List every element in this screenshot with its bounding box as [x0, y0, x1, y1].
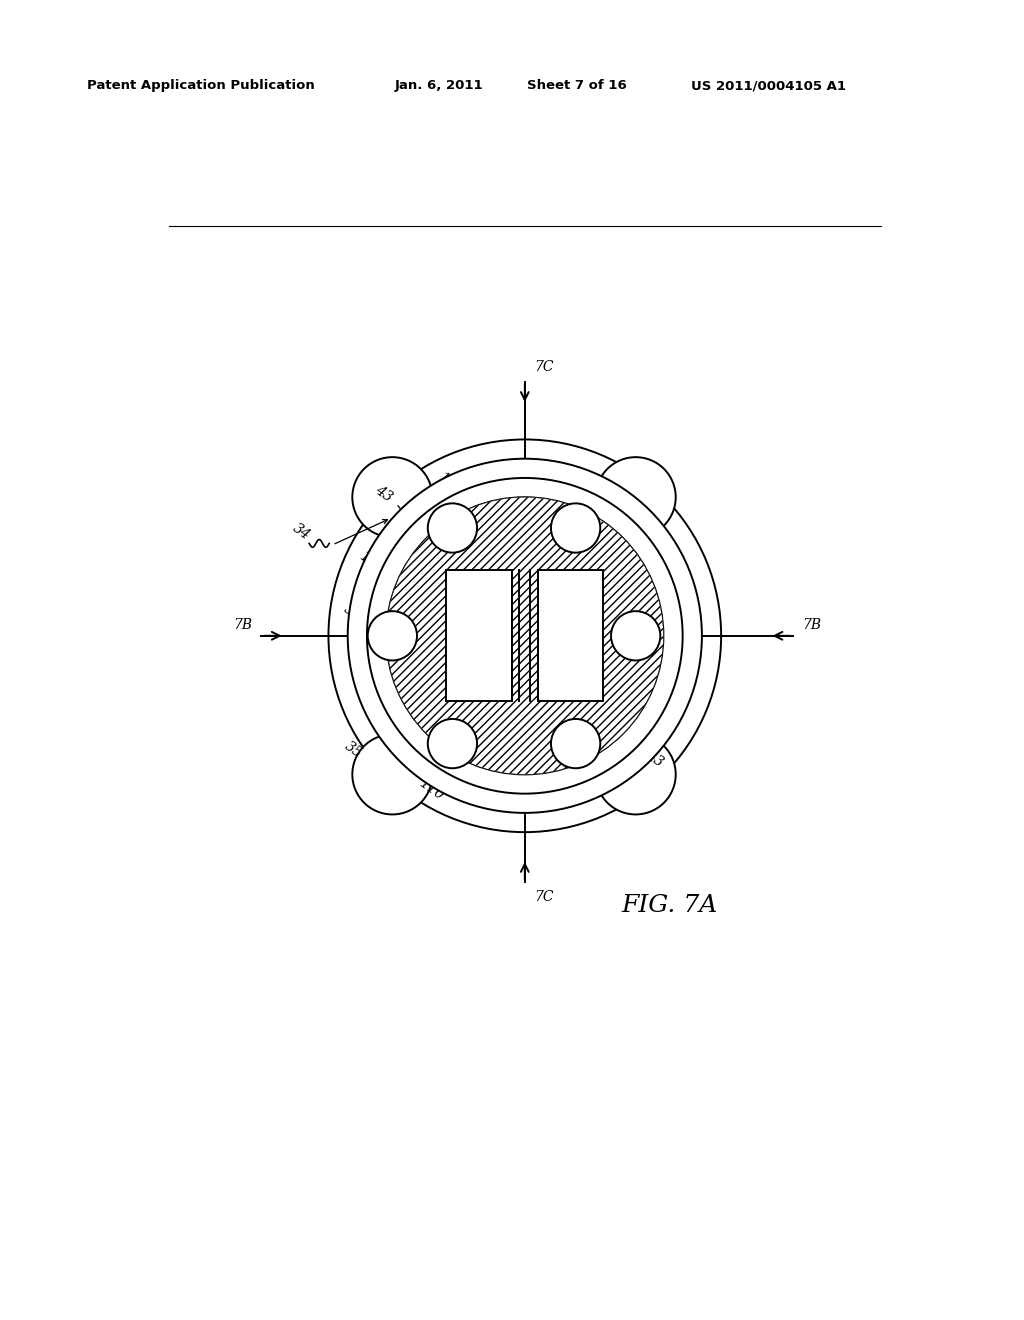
Text: Jan. 6, 2011: Jan. 6, 2011 — [394, 79, 483, 92]
Text: 110: 110 — [508, 777, 539, 805]
Circle shape — [596, 734, 676, 814]
Text: 7B: 7B — [233, 618, 252, 632]
Text: 7C: 7C — [535, 360, 554, 374]
Text: FIG. 7A: FIG. 7A — [622, 894, 718, 917]
Text: 110: 110 — [538, 469, 567, 495]
Text: 112: 112 — [639, 676, 669, 704]
Circle shape — [428, 503, 477, 553]
Text: 43: 43 — [643, 748, 666, 770]
Circle shape — [551, 503, 600, 553]
Text: 110: 110 — [435, 470, 465, 496]
Circle shape — [367, 478, 683, 793]
Text: 108: 108 — [468, 762, 498, 788]
Text: 35: 35 — [341, 602, 364, 623]
Text: 40: 40 — [396, 503, 419, 525]
Text: Sheet 7 of 16: Sheet 7 of 16 — [527, 79, 627, 92]
Text: 112: 112 — [356, 549, 386, 576]
Text: 7B: 7B — [802, 618, 821, 632]
Circle shape — [428, 719, 477, 768]
Text: 34: 34 — [290, 521, 312, 543]
Text: US 2011/0004105 A1: US 2011/0004105 A1 — [691, 79, 846, 92]
Text: 43: 43 — [372, 483, 394, 504]
Circle shape — [611, 611, 660, 660]
Text: 108: 108 — [477, 487, 507, 515]
Text: 110: 110 — [416, 776, 445, 803]
Circle shape — [368, 611, 417, 660]
Circle shape — [596, 457, 676, 537]
Circle shape — [386, 498, 664, 775]
Text: 40: 40 — [600, 503, 623, 525]
Text: Patent Application Publication: Patent Application Publication — [87, 79, 314, 92]
Circle shape — [348, 458, 701, 813]
Circle shape — [352, 457, 432, 537]
Circle shape — [386, 498, 664, 775]
Text: 35: 35 — [343, 739, 366, 760]
Circle shape — [551, 719, 600, 768]
Bar — [538, 570, 603, 701]
Text: 7C: 7C — [535, 890, 554, 904]
Circle shape — [352, 734, 432, 814]
Bar — [446, 570, 512, 701]
